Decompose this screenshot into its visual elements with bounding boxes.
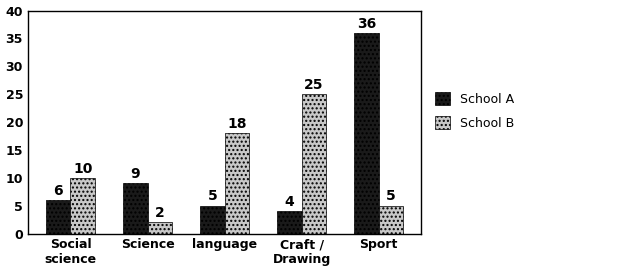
Text: 5: 5 [207,190,217,203]
Text: 2: 2 [155,206,164,220]
Bar [46,200,70,234]
Text: 25: 25 [304,78,324,92]
Bar [123,183,148,234]
Bar [354,33,379,234]
Bar [277,211,301,234]
Bar [379,206,403,234]
Bar [70,178,95,234]
Text: 10: 10 [73,162,92,176]
Text: 9: 9 [131,167,140,181]
Bar [301,94,326,234]
Text: 18: 18 [227,117,246,131]
Bar [148,222,172,234]
Text: 6: 6 [53,184,63,198]
Text: 36: 36 [356,17,376,31]
Bar [225,133,249,234]
Text: 5: 5 [386,190,396,203]
Text: 4: 4 [284,195,294,209]
Legend: School A, School B: School A, School B [431,89,518,133]
Bar [200,206,225,234]
